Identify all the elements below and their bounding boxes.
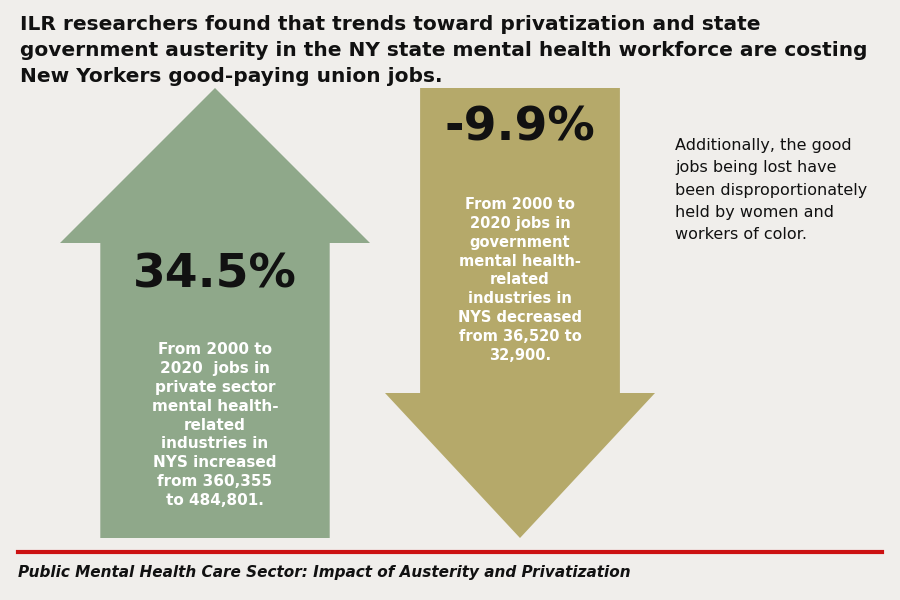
Polygon shape [385,88,655,538]
Text: Public Mental Health Care Sector: Impact of Austerity and Privatization: Public Mental Health Care Sector: Impact… [18,565,631,581]
Text: Additionally, the good
jobs being lost have
been disproportionately
held by wome: Additionally, the good jobs being lost h… [675,138,868,242]
Polygon shape [60,88,370,538]
Text: 34.5%: 34.5% [133,253,297,298]
Text: ILR researchers found that trends toward privatization and state
government aust: ILR researchers found that trends toward… [20,15,868,85]
Text: From 2000 to
2020 jobs in
government
mental health-
related
industries in
NYS de: From 2000 to 2020 jobs in government men… [458,197,582,363]
Text: -9.9%: -9.9% [445,106,596,151]
Text: From 2000 to
2020  jobs in
private sector
mental health-
related
industries in
N: From 2000 to 2020 jobs in private sector… [152,342,278,508]
